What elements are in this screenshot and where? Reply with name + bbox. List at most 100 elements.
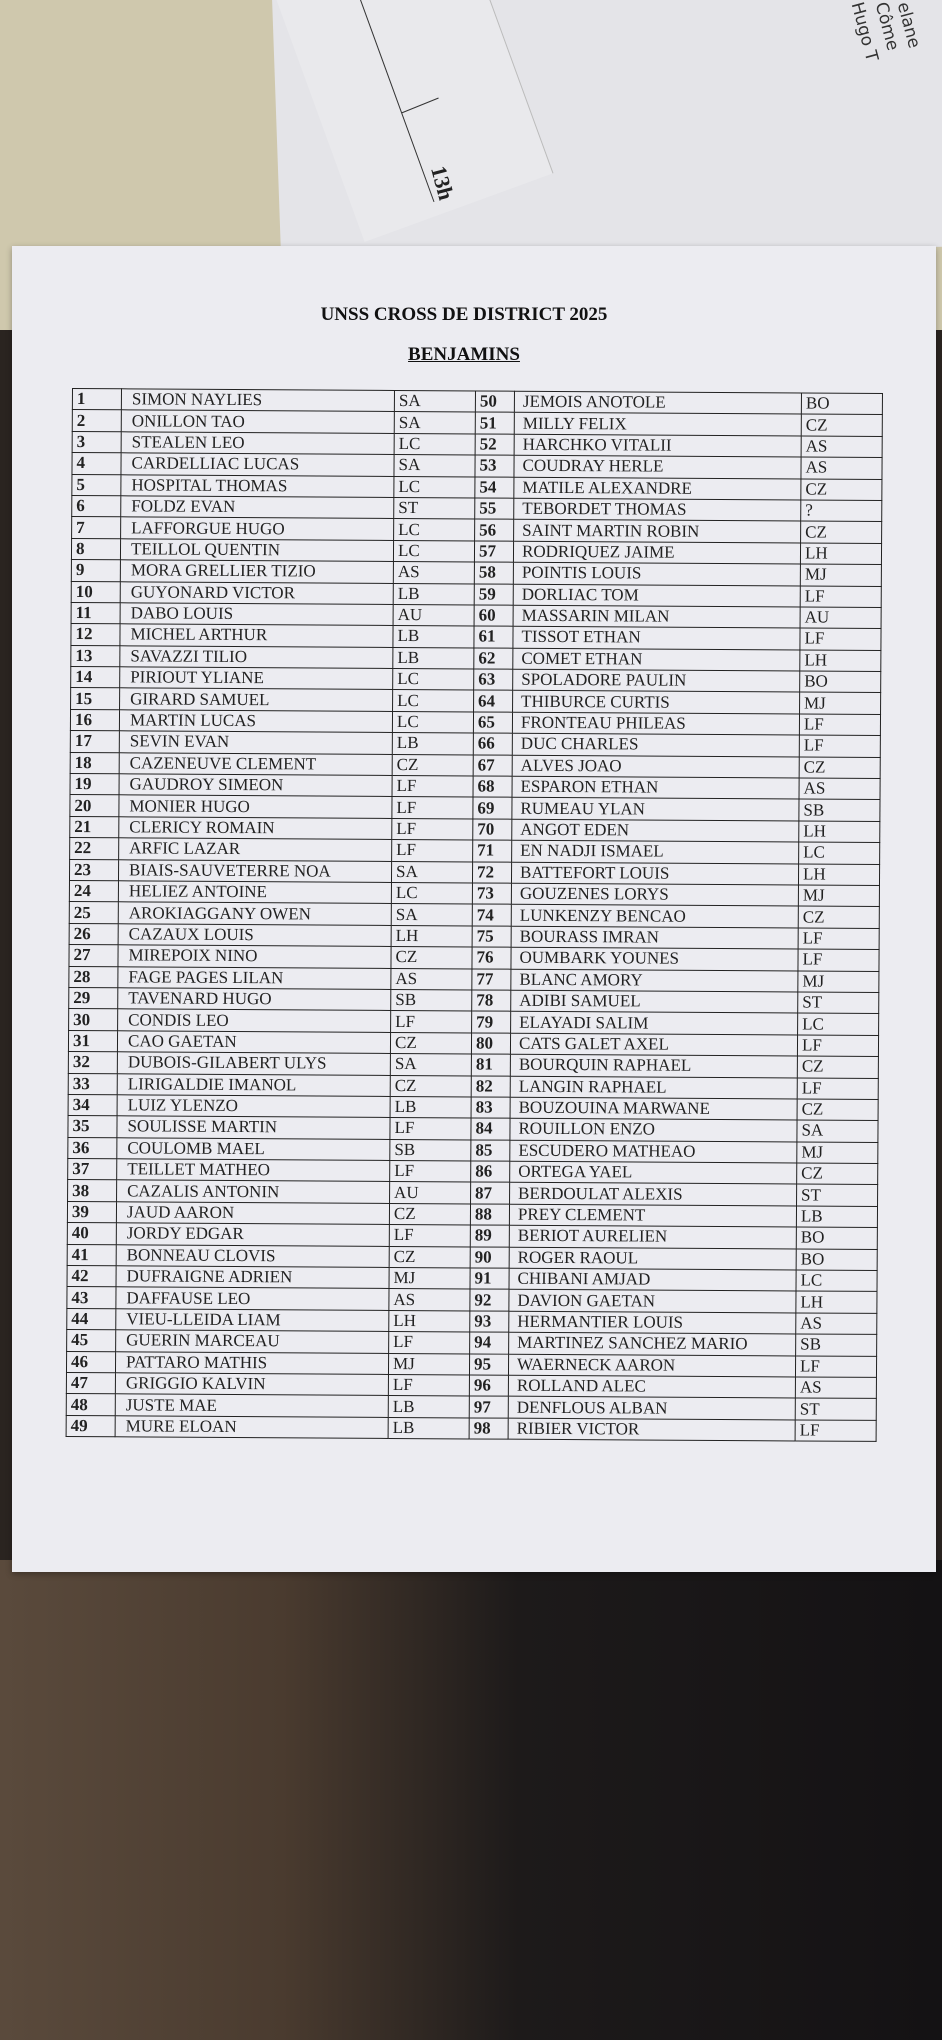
club-code: LB bbox=[390, 1096, 472, 1119]
club-code: SA bbox=[394, 390, 476, 413]
club-code: AS bbox=[390, 968, 472, 990]
bib-number: 83 bbox=[471, 1096, 511, 1119]
participant-name: FAGE PAGES LILAN bbox=[117, 966, 391, 990]
club-code: LF bbox=[389, 1224, 471, 1247]
bib-number: 16 bbox=[70, 709, 120, 732]
participant-name: PREY CLEMENT bbox=[509, 1204, 797, 1228]
participant-name: WAERNECK AARON bbox=[508, 1353, 796, 1377]
participant-name: BOURQUIN RAPHAEL bbox=[510, 1054, 798, 1078]
bib-number: 11 bbox=[71, 602, 121, 625]
club-code: SA bbox=[796, 1120, 879, 1143]
bib-number: 61 bbox=[473, 626, 514, 648]
participant-name: COULOMB MAEL bbox=[116, 1137, 390, 1161]
participant-name: ROUILLON ENZO bbox=[509, 1118, 798, 1142]
participant-name: DUC CHARLES bbox=[512, 733, 800, 757]
club-code: SA bbox=[391, 903, 473, 926]
bib-number: 34 bbox=[68, 1094, 118, 1117]
bib-number: 28 bbox=[68, 966, 118, 988]
participant-name: LUIZ YLENZO bbox=[117, 1094, 391, 1118]
participant-name: DENFLOUS ALBAN bbox=[508, 1396, 796, 1420]
club-code: LF bbox=[389, 1160, 471, 1183]
club-code: LF bbox=[391, 818, 473, 841]
bib-number: 64 bbox=[473, 690, 513, 713]
club-code: LB bbox=[388, 1417, 470, 1440]
participant-name: ROGER RAOUL bbox=[509, 1246, 797, 1270]
participant-name: ARFIC LAZAR bbox=[118, 837, 392, 862]
bib-number: 45 bbox=[66, 1329, 116, 1352]
participant-name: COMET ETHAN bbox=[512, 647, 800, 672]
participant-name: MASSARIN MILAN bbox=[513, 605, 801, 629]
club-code: LC bbox=[797, 1013, 879, 1036]
participant-name: CAO GAETAN bbox=[117, 1030, 391, 1054]
club-code: LH bbox=[798, 863, 880, 886]
club-code: MJ bbox=[389, 1267, 471, 1290]
participant-name: ANGOT EDEN bbox=[511, 819, 799, 843]
bib-number: 4 bbox=[71, 452, 122, 475]
participant-name: GOUZENES LORYS bbox=[511, 883, 799, 907]
participant-name: ELAYADI SALIM bbox=[510, 1011, 798, 1035]
bib-number: 19 bbox=[70, 773, 120, 796]
bib-number: 40 bbox=[67, 1222, 117, 1245]
bib-number: 14 bbox=[70, 666, 120, 689]
bib-number: 49 bbox=[66, 1415, 116, 1437]
club-code: CZ bbox=[798, 906, 880, 929]
bib-number: 94 bbox=[469, 1332, 509, 1354]
participant-name: HELIEZ ANTOINE bbox=[118, 880, 392, 904]
club-code: AS bbox=[799, 777, 881, 800]
bib-number: 47 bbox=[66, 1372, 116, 1395]
participant-name: PIRIOUT YLIANE bbox=[119, 666, 393, 690]
club-code: LC bbox=[391, 882, 473, 905]
bib-number: 67 bbox=[473, 754, 513, 777]
club-code: LH bbox=[799, 649, 881, 672]
club-code: LH bbox=[388, 1310, 470, 1333]
participant-name: GRIGGIO KALVIN bbox=[115, 1372, 389, 1396]
club-code: AS bbox=[801, 435, 883, 458]
participant-name: DUFRAIGNE ADRIEN bbox=[116, 1265, 390, 1289]
participant-name: CAZENEUVE CLEMENT bbox=[119, 752, 393, 776]
club-code: CZ bbox=[390, 1032, 472, 1055]
club-code: LH bbox=[798, 820, 880, 843]
bib-number: 29 bbox=[68, 987, 118, 1010]
club-code: LB bbox=[796, 1205, 878, 1228]
club-code: BO bbox=[796, 1227, 878, 1250]
club-code: SA bbox=[393, 454, 476, 477]
club-code: SB bbox=[390, 989, 472, 1012]
bib-number: 89 bbox=[470, 1225, 510, 1247]
club-code: LF bbox=[799, 713, 881, 736]
bib-number: 85 bbox=[470, 1139, 510, 1162]
club-code: CZ bbox=[800, 521, 882, 544]
bib-number: 44 bbox=[66, 1308, 116, 1330]
participant-name: LUNKENZY BENCAO bbox=[511, 904, 799, 928]
club-code: LF bbox=[388, 1374, 470, 1397]
bib-number: 55 bbox=[474, 497, 514, 520]
club-code: CZ bbox=[796, 1163, 878, 1185]
bib-number: 77 bbox=[471, 968, 511, 991]
bib-number: 63 bbox=[473, 669, 513, 691]
bib-number: 3 bbox=[72, 431, 122, 453]
participant-name: SOULISSE MARTIN bbox=[116, 1116, 391, 1140]
club-code: LC bbox=[392, 689, 474, 712]
participant-name: DABO LOUIS bbox=[120, 602, 394, 626]
participant-name: PATTARO MATHIS bbox=[115, 1351, 389, 1375]
participant-name: DUBOIS-GILABERT ULYS bbox=[117, 1051, 391, 1075]
club-code: LF bbox=[797, 1077, 879, 1100]
participant-name: BERIOT AURELIEN bbox=[509, 1225, 797, 1249]
participant-name: TAVENARD HUGO bbox=[117, 987, 391, 1011]
club-code: SA bbox=[394, 411, 476, 434]
club-code: MJ bbox=[388, 1353, 470, 1375]
club-code: LB bbox=[392, 732, 474, 755]
bib-number: 95 bbox=[469, 1353, 509, 1376]
bib-number: 5 bbox=[71, 474, 121, 496]
club-code: CZ bbox=[801, 414, 883, 437]
participant-name: AROKIAGGANY OWEN bbox=[118, 902, 392, 926]
participant-name: CONDIS LEO bbox=[117, 1009, 391, 1033]
participant-name: MILLY FELIX bbox=[514, 412, 802, 436]
participant-name: LIRIGALDIE IMANOL bbox=[117, 1073, 391, 1097]
club-code: LB bbox=[392, 647, 474, 670]
club-code: LF bbox=[391, 839, 473, 862]
participants-table: 1 SIMON NAYLIES SA 50 JEMOIS ANOTOLE BO 2 ONILL… bbox=[66, 388, 883, 1442]
club-code: AU bbox=[800, 606, 882, 629]
participant-name: MARTINEZ SANCHEZ MARIO bbox=[508, 1332, 796, 1356]
participant-name: BOUZOUINA MARWANE bbox=[510, 1097, 798, 1121]
bib-number: 17 bbox=[70, 730, 120, 753]
